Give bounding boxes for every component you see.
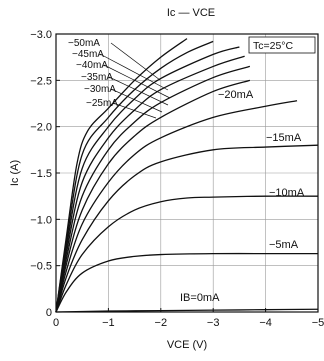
y-tick-label: −2.0 xyxy=(30,122,52,134)
y-tick-label: −2.5 xyxy=(30,75,52,87)
series-line-0 xyxy=(55,308,319,313)
series-label-4: −20mA xyxy=(218,89,254,101)
y-tick-label: 0 xyxy=(46,307,52,319)
series-line-6 xyxy=(55,65,251,313)
series-line-5 xyxy=(55,79,251,313)
x-tick-label: −5 xyxy=(312,317,324,329)
leader-line-6 xyxy=(110,88,163,113)
series-line-1 xyxy=(55,252,318,313)
series-line-7 xyxy=(55,55,245,313)
annotation-text: Tc=25°C xyxy=(253,40,294,52)
annotation-box xyxy=(248,36,316,54)
ticks: 0 −1 −2 −3 −4 −5 0 −0.5 −1.0 −1.5 −2.0 −2.5 −3.0 xyxy=(30,29,324,329)
series-line-10 xyxy=(55,38,188,313)
y-tick-label: −0.5 xyxy=(30,261,52,273)
series-line-8 xyxy=(55,46,240,313)
chart-title: Ic — VCE xyxy=(167,7,215,19)
y-tick-label: −1.5 xyxy=(30,168,52,180)
series-label-9: −45mA xyxy=(72,49,104,60)
plot-frame xyxy=(55,33,319,313)
series-label-2: −10mA xyxy=(269,187,305,199)
leader-line-7 xyxy=(108,76,169,106)
series-label-0: IB=0mA xyxy=(180,292,220,304)
leader-line-5 xyxy=(112,102,157,119)
series-labels: IB=0mA −5mA −10mA −15mA −20mA −25mA −30mA−35mA… xyxy=(68,38,305,304)
series-label-3: −15mA xyxy=(266,132,302,144)
y-axis-label: Ic (A) xyxy=(9,160,21,186)
x-axis-label: VCE (V) xyxy=(167,339,207,351)
grid xyxy=(56,34,318,312)
series-label-7: −35mA xyxy=(81,72,113,83)
series-label-6: −30mA xyxy=(84,84,116,95)
series-line-3 xyxy=(55,144,319,313)
x-tick-label: −1 xyxy=(102,317,115,329)
x-tick-label: −3 xyxy=(207,317,220,329)
series-label-8: −40mA xyxy=(76,60,108,71)
y-tick-label: −3.0 xyxy=(30,29,52,41)
x-tick-label: −2 xyxy=(155,317,168,329)
curves xyxy=(55,38,319,313)
series-line-4 xyxy=(55,100,298,313)
series-label-10: −50mA xyxy=(68,38,100,49)
x-tick-label: 0 xyxy=(53,317,59,329)
leader-line-9 xyxy=(99,53,169,91)
leader-line-8 xyxy=(103,64,171,99)
leader-line-10 xyxy=(110,42,161,81)
series-label-1: −5mA xyxy=(269,239,299,251)
series-line-2 xyxy=(55,195,319,313)
series-label-5: −25mA xyxy=(86,98,118,109)
series-line-9 xyxy=(55,40,214,313)
y-tick-label: −1.0 xyxy=(30,214,52,226)
x-tick-label: −4 xyxy=(259,317,272,329)
